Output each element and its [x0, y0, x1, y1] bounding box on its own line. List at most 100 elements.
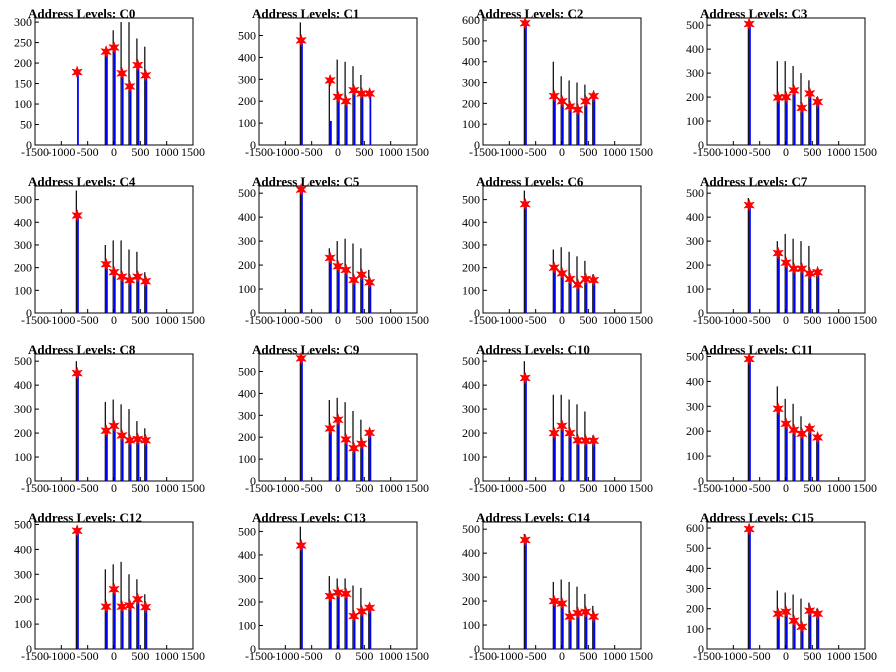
x-tick-label: 500: [131, 145, 149, 159]
peak-marker: [116, 428, 128, 443]
peak-marker: [795, 101, 808, 115]
peak-marker: [788, 423, 800, 437]
x-tick-label: 500: [803, 649, 821, 663]
x-tick-label: 0: [335, 481, 341, 495]
peak-marker: [788, 261, 800, 276]
peak-marker: [116, 269, 128, 284]
x-tick-label: -500: [301, 649, 323, 663]
x-tick-label: -1000: [47, 481, 75, 495]
peak-marker: [519, 197, 531, 211]
y-tick-label: 500: [238, 365, 256, 379]
y-tick-label: 300: [462, 402, 480, 416]
x-tick-label: 0: [783, 649, 789, 663]
y-tick-label: 600: [462, 13, 480, 27]
y-tick-label: 300: [238, 234, 256, 248]
peak-marker: [772, 90, 784, 105]
y-tick-label: 50: [20, 118, 32, 132]
x-tick-label: 500: [803, 145, 821, 159]
peak-marker: [803, 86, 816, 101]
x-tick-label: -500: [525, 649, 547, 663]
x-tick-label: 500: [803, 313, 821, 327]
x-tick-label: -500: [749, 649, 771, 663]
x-tick-label: 1500: [629, 145, 653, 159]
peak-marker: [355, 267, 368, 282]
y-tick-label: 0: [698, 642, 704, 656]
peak-marker: [131, 432, 144, 446]
peak-marker: [803, 421, 816, 436]
chart-title: Address Levels: C13: [252, 510, 366, 525]
chart-panel: Address Levels: C1 0 100 200 300 400 500 -1500-…: [224, 0, 448, 168]
peak-marker: [548, 594, 560, 608]
chart-plot: 0 100 200 300 400 500 -1500-1000 -500 0 500 1000 15…: [238, 17, 429, 159]
x-tick-label: 0: [783, 313, 789, 327]
x-tick-label: -1000: [719, 145, 747, 159]
peak-marker: [71, 65, 83, 79]
peak-marker: [100, 599, 112, 614]
y-tick-label: 500: [238, 524, 256, 538]
chart-plot: 0 100 200 300 400 500 -1500-1000 -500 0 500 1000 15…: [238, 521, 429, 663]
x-tick-label: 0: [559, 145, 565, 159]
peak-marker: [795, 261, 808, 276]
peak-marker: [519, 371, 531, 385]
peak-marker: [548, 426, 560, 440]
chart-plot: 0 100 200 300 400 500 -1500-1000 -500 0 500 1000 15…: [462, 521, 653, 663]
chart-title: Address Levels: C9: [252, 342, 360, 357]
y-tick-label: 200: [686, 258, 704, 272]
chart-plot: 0 100 200 300 400 500 -1500-1000 -500 0 500 1000 15…: [14, 353, 205, 495]
peak-marker: [332, 90, 344, 104]
y-tick-label: 0: [26, 138, 32, 152]
x-tick-label: 1000: [603, 313, 627, 327]
y-tick-label: 500: [462, 522, 480, 536]
y-tick-label: 300: [238, 72, 256, 86]
peak-marker: [548, 89, 560, 103]
y-tick-label: 0: [474, 138, 480, 152]
peak-marker: [108, 40, 120, 55]
peak-marker: [556, 596, 568, 611]
x-tick-label: 500: [579, 481, 597, 495]
chart-panel: Address Levels: C0 0 50 100 150 200 250 300 -150…: [0, 0, 224, 168]
y-tick-label: 200: [14, 261, 32, 275]
y-tick-label: 300: [14, 15, 32, 29]
chart-title: Address Levels: C3: [700, 6, 808, 21]
peak-marker: [788, 83, 800, 98]
x-tick-label: 0: [335, 313, 341, 327]
peak-marker: [100, 44, 112, 59]
y-tick-label: 200: [686, 602, 704, 616]
x-tick-label: 500: [579, 649, 597, 663]
chart-plot: 0 50 100 150 200 250 300 -1500-1000 -500 0 500 1000…: [14, 15, 205, 159]
x-tick-label: 0: [783, 145, 789, 159]
x-tick-label: 1500: [405, 481, 429, 495]
peak-marker: [100, 423, 112, 438]
peak-marker: [332, 259, 344, 274]
x-tick-label: -1500: [21, 313, 49, 327]
y-tick-label: 600: [686, 521, 704, 535]
chart-title: Address Levels: C11: [700, 342, 814, 357]
peak-marker: [116, 66, 128, 81]
y-tick-label: 300: [14, 567, 32, 581]
x-tick-label: 1500: [405, 649, 429, 663]
peak-marker: [743, 352, 755, 366]
x-tick-label: -500: [749, 313, 771, 327]
y-tick-label: 400: [238, 50, 256, 64]
y-tick-label: 500: [686, 541, 704, 555]
chart-title: Address Levels: C14: [476, 510, 590, 525]
x-tick-label: -500: [77, 145, 99, 159]
x-tick-label: 1000: [379, 481, 403, 495]
y-tick-label: 200: [14, 426, 32, 440]
peak-marker: [788, 614, 800, 628]
peak-marker: [564, 426, 576, 440]
y-tick-label: 400: [238, 386, 256, 400]
x-tick-label: 500: [131, 481, 149, 495]
y-tick-label: 500: [686, 18, 704, 32]
peak-marker: [780, 255, 792, 270]
x-tick-label: 0: [111, 145, 117, 159]
x-tick-label: -1000: [271, 481, 299, 495]
chart-panel: Address Levels: C12 0 100 200 300 400 500 -1500…: [0, 504, 224, 672]
peak-marker: [324, 251, 336, 265]
x-tick-label: 1500: [629, 649, 653, 663]
x-tick-label: 0: [783, 481, 789, 495]
x-tick-label: 500: [355, 481, 373, 495]
y-tick-label: 0: [250, 642, 256, 656]
peak-marker: [324, 421, 336, 436]
x-tick-label: -1000: [495, 481, 523, 495]
